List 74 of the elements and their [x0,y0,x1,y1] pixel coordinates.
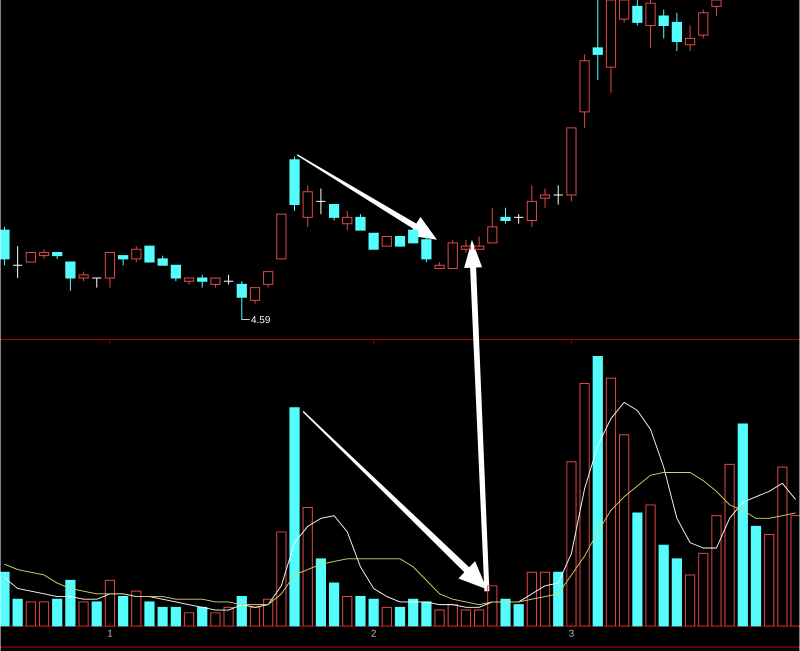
x-tick-label: 1 [108,630,112,636]
candlestick [487,207,498,244]
candlestick [684,24,696,52]
candlestick [276,214,286,260]
bar [276,531,286,626]
candlestick [144,246,155,262]
candlestick [553,184,564,205]
bar [210,612,221,626]
bar [434,609,445,626]
candlestick [158,255,168,266]
candlestick [540,188,550,208]
candlestick [118,255,128,266]
candlestick [698,9,708,39]
bar [711,515,722,626]
bar [342,596,352,626]
candlestick [672,12,682,52]
bar [526,572,537,626]
bar [38,601,50,626]
bar [645,504,656,626]
candlestick [566,127,577,202]
bar [540,572,550,626]
bar [606,378,616,626]
candlestick [382,236,392,247]
candlestick [355,214,366,231]
bar [448,604,458,626]
bar [790,515,800,626]
bar [78,601,89,626]
candlestick [606,0,616,94]
candlestick [184,277,194,285]
candlestick [316,188,326,215]
bar [131,590,142,626]
candlestick [342,210,352,231]
bar [302,506,313,626]
candlestick [368,232,379,250]
bar [382,606,392,626]
candlestick [104,252,116,288]
candlestick [12,246,23,278]
bar [250,606,260,626]
candlestick [236,280,247,320]
bar [566,461,577,626]
candlestick [448,239,458,269]
annotation: 4.59 [251,316,270,324]
candlestick [711,0,722,16]
x-tick-label: 3 [569,630,574,637]
candlestick [526,184,537,228]
candlestick [645,0,656,48]
bar [698,552,708,626]
bar [724,464,735,626]
bar [764,534,774,626]
bar [487,585,498,626]
candlestick [289,156,300,212]
bar [460,609,472,626]
bar [684,574,696,626]
candlestick [52,252,62,260]
candlestick [619,0,630,23]
candlestick [434,261,445,269]
bar [223,606,234,626]
x-tick-label: 2 [371,630,376,637]
bar [579,382,590,626]
candlestick [658,9,669,39]
candlestick [592,0,603,80]
candlestick [92,277,102,288]
bar [474,609,484,626]
candlestick [394,236,406,247]
bar [26,601,36,626]
bar [184,612,194,626]
bar [104,580,116,626]
bar [777,466,788,626]
candlestick [26,252,36,262]
bar [263,598,274,626]
candlestick [474,236,484,250]
candlestick [408,230,418,244]
candlestick [65,261,76,292]
bar [619,434,630,626]
